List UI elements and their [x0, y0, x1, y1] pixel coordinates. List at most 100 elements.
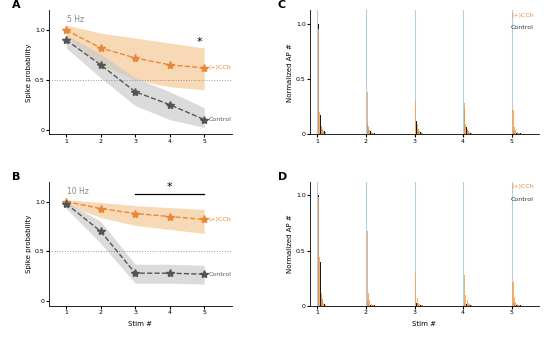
Bar — [418, 305, 419, 306]
Bar — [514, 127, 515, 135]
Bar — [419, 132, 421, 135]
Bar — [515, 302, 516, 306]
Bar — [518, 305, 520, 306]
Bar — [368, 304, 369, 306]
Bar — [323, 303, 324, 306]
Bar — [516, 133, 517, 135]
Text: 10 Hz: 10 Hz — [67, 187, 89, 196]
Bar — [320, 125, 322, 135]
Bar — [418, 303, 419, 306]
Bar — [369, 131, 370, 135]
Bar — [517, 132, 518, 135]
Bar — [514, 132, 515, 135]
Bar — [467, 129, 468, 135]
Bar — [367, 92, 368, 135]
Bar — [465, 124, 466, 135]
Bar — [322, 299, 323, 306]
Bar — [421, 132, 422, 135]
X-axis label: Stim #: Stim # — [412, 321, 436, 327]
Bar — [468, 305, 469, 306]
Bar — [419, 305, 421, 306]
Bar — [416, 121, 417, 135]
Bar — [465, 295, 466, 306]
Text: B: B — [13, 172, 21, 182]
Bar — [421, 133, 422, 135]
Bar — [518, 305, 519, 306]
Bar — [464, 110, 465, 135]
Bar — [422, 305, 423, 306]
Bar — [416, 303, 417, 306]
Bar — [374, 305, 375, 306]
Bar — [468, 131, 469, 135]
Bar — [466, 304, 467, 306]
Bar — [417, 128, 418, 135]
Bar — [464, 275, 465, 306]
Bar — [318, 197, 319, 306]
Bar — [319, 257, 320, 306]
Text: D: D — [278, 172, 287, 182]
Bar — [369, 305, 370, 306]
Bar — [421, 305, 422, 306]
Bar — [469, 133, 471, 135]
Bar — [518, 133, 519, 135]
Bar — [325, 132, 326, 135]
Text: (+)CCh: (+)CCh — [208, 217, 231, 222]
Bar — [517, 304, 518, 306]
Bar — [513, 130, 514, 135]
Bar — [369, 130, 370, 135]
Bar — [468, 303, 469, 306]
Bar — [370, 132, 372, 135]
Bar — [418, 129, 419, 135]
Bar — [323, 301, 324, 306]
Bar — [417, 124, 418, 135]
Bar — [467, 305, 468, 306]
Bar — [323, 131, 324, 135]
Bar — [318, 195, 319, 306]
Bar — [368, 125, 369, 135]
Text: C: C — [278, 0, 286, 10]
Bar — [419, 304, 421, 306]
Bar — [467, 130, 468, 135]
Bar — [373, 133, 374, 135]
Bar — [513, 303, 514, 306]
Bar — [422, 133, 423, 135]
X-axis label: Stim #: Stim # — [128, 321, 152, 327]
Bar — [372, 133, 373, 135]
Bar — [417, 298, 418, 306]
Bar — [514, 304, 515, 306]
Bar — [371, 132, 372, 135]
Y-axis label: Normalized AP #: Normalized AP # — [287, 43, 293, 102]
Bar — [467, 301, 468, 306]
Bar — [471, 305, 472, 306]
Bar — [323, 130, 324, 135]
Bar — [422, 133, 423, 135]
Bar — [372, 133, 373, 135]
Bar — [415, 101, 416, 135]
Text: Control: Control — [208, 272, 231, 277]
Bar — [469, 132, 471, 135]
Bar — [520, 305, 521, 306]
Bar — [469, 304, 471, 306]
Text: *: * — [196, 37, 202, 47]
Bar — [464, 103, 465, 135]
Bar — [466, 127, 467, 135]
Text: Control: Control — [511, 197, 534, 202]
Bar — [469, 305, 471, 306]
Bar — [520, 133, 521, 135]
Y-axis label: Spike probability: Spike probability — [26, 43, 32, 102]
Bar — [367, 302, 368, 306]
Bar — [368, 129, 369, 135]
Bar — [321, 127, 322, 135]
Bar — [325, 305, 326, 306]
Bar — [372, 305, 373, 306]
Text: (+)CCh: (+)CCh — [511, 13, 534, 18]
Bar — [367, 123, 368, 135]
Bar — [368, 293, 369, 306]
Bar — [517, 133, 518, 135]
Text: (+)CCh: (+)CCh — [511, 184, 534, 189]
Bar — [419, 131, 421, 135]
Bar — [471, 133, 472, 135]
Bar — [512, 110, 514, 135]
Bar — [371, 305, 372, 306]
Bar — [318, 29, 319, 135]
